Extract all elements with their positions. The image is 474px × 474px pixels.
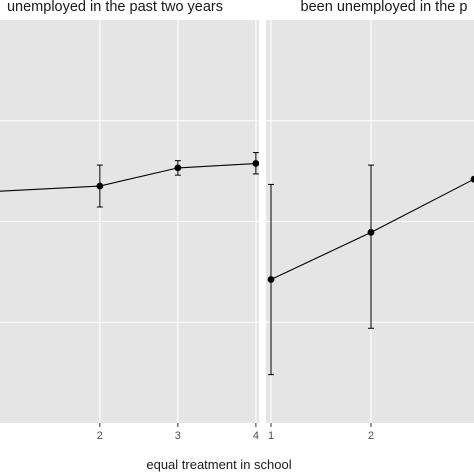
- panel-2-point-2: [367, 228, 375, 236]
- panel-1-tick-label-3: 3: [175, 430, 181, 442]
- panel-2-tick-label-1: 1: [268, 430, 274, 442]
- panel-1-series: [0, 152, 259, 208]
- panel-1-series-line: [0, 162, 256, 192]
- panel-2-title: been unemployed in the p: [301, 0, 468, 15]
- panel-2-tick-label-2: 2: [368, 430, 374, 442]
- panel-1-title: unemployed in the past two years: [7, 0, 223, 15]
- panel-1-tick-label-4: 4: [253, 430, 259, 442]
- x-axis-title: equal treatment in school: [146, 457, 291, 472]
- panel-2-point-1: [267, 276, 275, 283]
- panel-1-point-3: [174, 164, 182, 172]
- panel-2-point-3: [470, 175, 474, 183]
- data-layer: [0, 152, 474, 376]
- panel-2-series: [267, 164, 474, 376]
- panel-1-point-4: [252, 160, 259, 167]
- panel-1-tick-label-2: 2: [97, 430, 103, 442]
- panel-1-point-2: [96, 182, 104, 190]
